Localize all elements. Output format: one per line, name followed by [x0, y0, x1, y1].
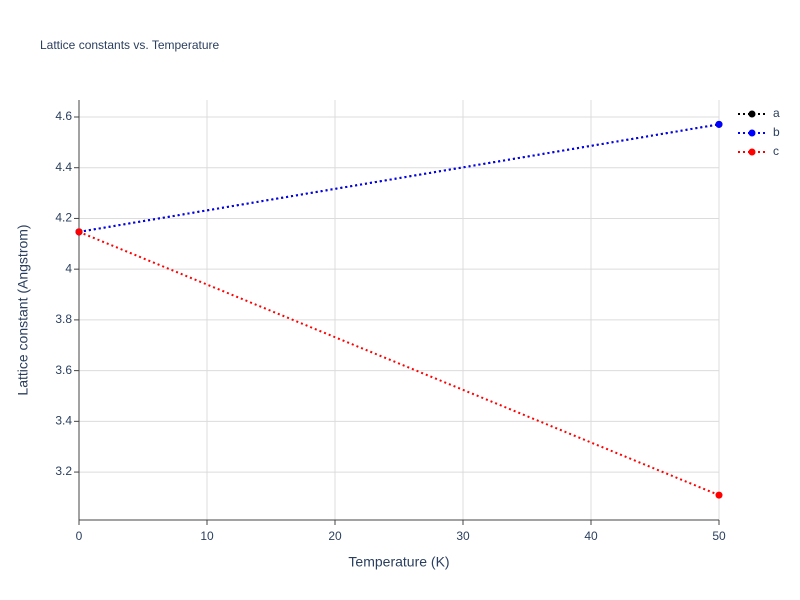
x-tick-label: 0: [76, 529, 83, 543]
y-tick-label: 4: [65, 261, 72, 275]
x-tick-label: 20: [328, 529, 342, 543]
series-line: [78, 230, 720, 497]
y-tick-label: 4.4: [55, 160, 72, 174]
x-tick-label: 30: [456, 529, 470, 543]
chart-title: Lattice constants vs. Temperature: [40, 38, 220, 52]
y-axis-title: Lattice constant (Angstrom): [15, 224, 31, 395]
marker: [75, 228, 83, 236]
legend-marker: [748, 148, 756, 156]
y-tick-label: 3.4: [55, 414, 72, 428]
x-tick-label: 10: [200, 529, 214, 543]
y-tick-label: 4.6: [55, 109, 72, 123]
marker: [715, 491, 723, 499]
marker: [715, 120, 723, 128]
legend-marker: [748, 110, 756, 118]
x-axis-title: Temperature (K): [348, 554, 449, 570]
y-tick-label: 3.6: [55, 363, 72, 377]
legend-label: b: [773, 125, 780, 139]
y-tick-label: 3.8: [55, 312, 72, 326]
x-tick-label: 40: [584, 529, 598, 543]
y-tick-label: 3.2: [55, 464, 72, 478]
legend-label: a: [773, 106, 780, 120]
x-tick-label: 50: [712, 529, 726, 543]
series-line: [78, 123, 720, 233]
legend-label: c: [773, 144, 779, 158]
y-tick-label: 4.2: [55, 211, 72, 225]
legend-marker: [748, 129, 756, 137]
